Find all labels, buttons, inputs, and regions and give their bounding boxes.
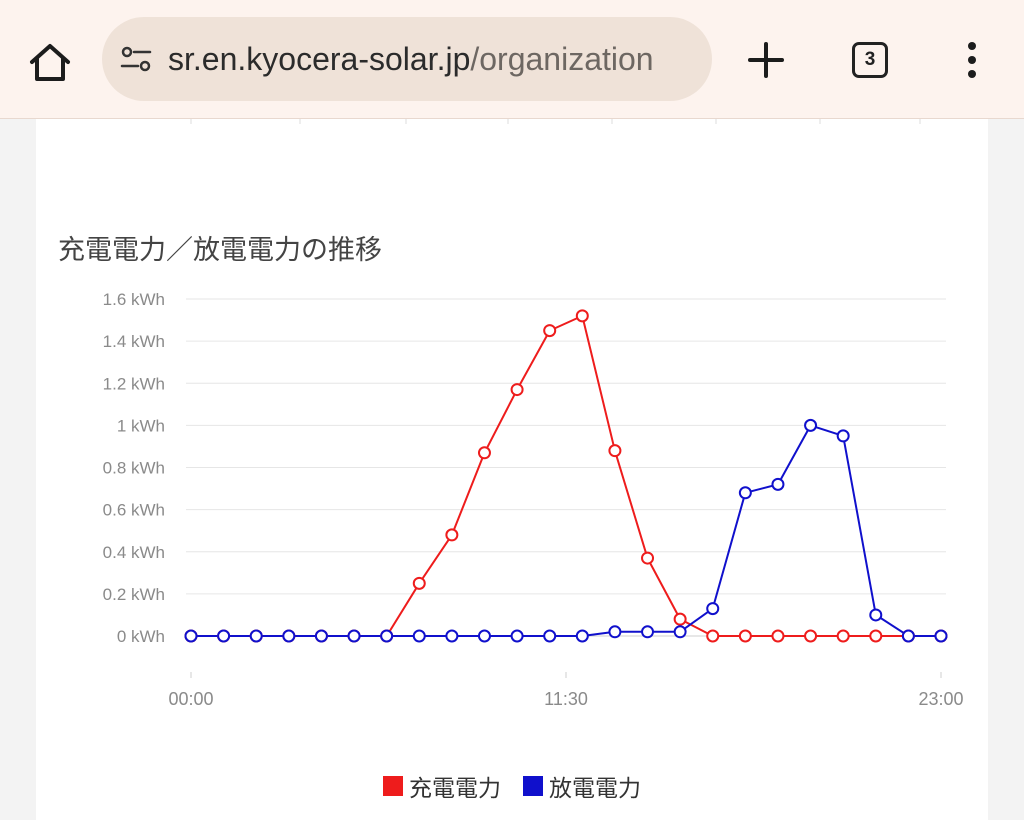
data-point-1 (575, 629, 589, 643)
data-point-1 (347, 629, 361, 643)
y-tick-label: 1.6 kWh (103, 290, 165, 309)
data-point-1 (249, 629, 263, 643)
data-point-0 (477, 446, 491, 460)
series-line-1 (191, 424, 941, 637)
data-point-1 (543, 629, 557, 643)
y-tick-label: 0.4 kWh (103, 543, 165, 562)
data-point-1 (282, 629, 296, 643)
legend-item-discharge[interactable]: 放電電力 (523, 769, 641, 803)
y-tick-label: 0.8 kWh (103, 459, 165, 478)
data-point-1 (706, 602, 720, 616)
legend-swatch-discharge (523, 776, 543, 796)
address-bar[interactable]: sr.en.kyocera-solar.jp/organization (102, 17, 712, 101)
y-tick-label: 1.2 kWh (103, 374, 165, 393)
data-point-0 (804, 629, 818, 643)
data-point-0 (608, 444, 622, 458)
y-tick-label: 1.4 kWh (103, 332, 165, 351)
y-tick-label: 0.6 kWh (103, 501, 165, 520)
series-line-0 (191, 314, 941, 637)
tab-switcher-button[interactable]: 3 (852, 42, 888, 78)
data-point-0 (771, 629, 785, 643)
chart-title: 充電電力／放電電力の推移 (58, 235, 382, 266)
x-tick-label: 23:00 (918, 689, 963, 709)
data-point-1 (641, 625, 655, 639)
home-icon (30, 44, 70, 81)
url-host: sr.en.kyocera-solar.jp (168, 41, 471, 77)
data-point-0 (543, 324, 557, 338)
menu-button[interactable] (956, 40, 988, 80)
data-point-1 (869, 608, 883, 622)
data-point-1 (804, 418, 818, 432)
data-point-0 (641, 551, 655, 565)
data-point-1 (673, 625, 687, 639)
data-point-1 (934, 629, 948, 643)
browser-toolbar: sr.en.kyocera-solar.jp/organization 3 (0, 0, 1024, 119)
y-tick-label: 1 kWh (117, 416, 165, 435)
legend-label-charge: 充電電力 (409, 776, 501, 802)
data-point-1 (901, 629, 915, 643)
data-point-1 (412, 629, 426, 643)
legend-swatch-charge (383, 776, 403, 796)
data-point-1 (445, 629, 459, 643)
y-tick-label: 0 kWh (117, 627, 165, 646)
x-tick-label: 00:00 (168, 689, 213, 709)
data-point-1 (771, 477, 785, 491)
data-point-1 (738, 486, 752, 500)
data-point-0 (836, 629, 850, 643)
data-point-0 (706, 629, 720, 643)
data-point-0 (869, 629, 883, 643)
data-point-1 (217, 629, 231, 643)
tune-icon[interactable] (118, 41, 154, 77)
data-point-0 (445, 528, 459, 542)
legend-label-discharge: 放電電力 (549, 776, 641, 802)
data-point-0 (412, 576, 426, 590)
data-point-1 (184, 629, 198, 643)
url-path: /organization (470, 41, 654, 77)
x-tick-label: 11:30 (544, 689, 588, 709)
chart-legend: 充電電力 放電電力 (0, 768, 1024, 804)
data-point-0 (510, 383, 524, 397)
chart-card (36, 119, 988, 820)
data-point-1 (836, 429, 850, 443)
data-point-0 (738, 629, 752, 643)
y-tick-label: 0.2 kWh (103, 585, 165, 604)
home-button[interactable] (22, 34, 78, 90)
new-tab-button[interactable] (744, 38, 788, 82)
data-point-1 (510, 629, 524, 643)
legend-item-charge[interactable]: 充電電力 (383, 769, 501, 803)
data-point-1 (477, 629, 491, 643)
url-text[interactable]: sr.en.kyocera-solar.jp/organization (168, 39, 696, 79)
data-point-0 (575, 309, 589, 323)
data-point-1 (380, 629, 394, 643)
plus-icon (748, 42, 784, 78)
more-vertical-icon (968, 42, 976, 78)
data-point-1 (608, 625, 622, 639)
data-point-0 (673, 612, 687, 626)
data-point-1 (314, 629, 328, 643)
